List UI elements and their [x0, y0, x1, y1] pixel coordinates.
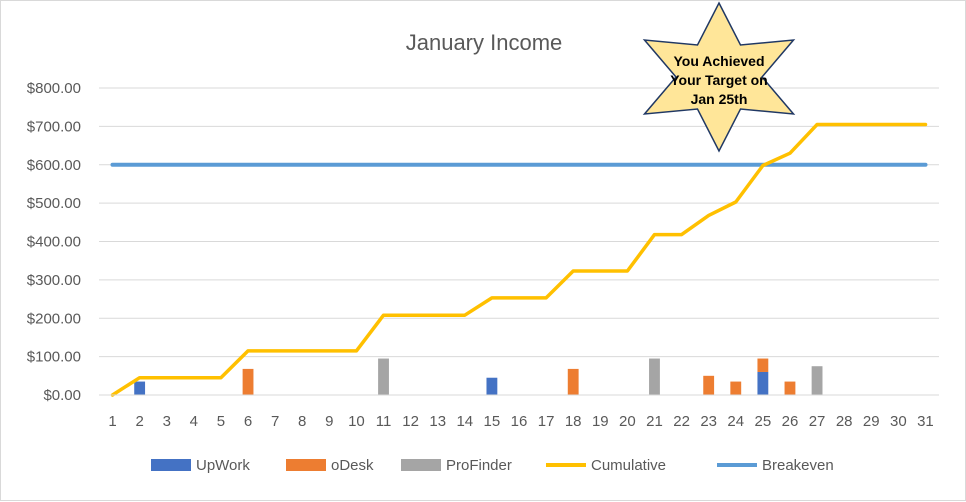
y-tick-label: $400.00: [27, 234, 81, 251]
x-tick-label: 23: [700, 413, 717, 430]
x-tick-label: 7: [271, 413, 279, 430]
y-tick-label: $600.00: [27, 157, 81, 174]
x-tick-label: 4: [190, 413, 198, 430]
legend-item-profinder: ProFinder: [401, 457, 512, 474]
bar-odesk: [567, 368, 579, 395]
legend-swatch: [286, 459, 326, 471]
x-tick-label: 14: [456, 413, 473, 430]
x-tick-label: 9: [325, 413, 333, 430]
x-tick-label: 20: [619, 413, 636, 430]
x-tick-label: 15: [484, 413, 501, 430]
x-tick-label: 5: [217, 413, 225, 430]
series-line-cumulative: [110, 122, 928, 397]
legend-label: UpWork: [196, 457, 250, 474]
legend-label: Cumulative: [591, 457, 666, 474]
x-tick-label: 24: [727, 413, 744, 430]
x-tick-label: 31: [917, 413, 934, 430]
y-axis-ticks: $0.00 $100.00 $200.00 $300.00 $400.00 $500.00…: [27, 80, 81, 404]
x-tick-label: 2: [135, 413, 143, 430]
target-annotation: You Achieved Your Target on Jan 25th: [642, 1, 796, 153]
x-tick-label: 27: [809, 413, 826, 430]
bar-upwork: [486, 377, 498, 395]
x-tick-label: 6: [244, 413, 252, 430]
lines: [110, 122, 928, 397]
y-tick-label: $500.00: [27, 195, 81, 212]
x-tick-label: 21: [646, 413, 663, 430]
x-tick-label: 17: [538, 413, 555, 430]
y-tick-label: $0.00: [43, 387, 81, 404]
star-shape: [642, 1, 796, 153]
x-tick-label: 22: [673, 413, 690, 430]
y-tick-label: $100.00: [27, 349, 81, 366]
bar-profinder: [649, 358, 660, 395]
legend-item-breakeven: Breakeven: [717, 457, 834, 474]
bar-odesk: [703, 375, 715, 395]
annotation-text: You Achieved: [673, 53, 764, 69]
bar-odesk: [730, 381, 742, 395]
annotation-text: Jan 25th: [691, 91, 748, 107]
legend: UpWork oDesk ProFinder Cumulative Breakeven: [151, 457, 834, 474]
legend-label: oDesk: [331, 457, 374, 474]
bar-odesk: [784, 381, 796, 395]
x-tick-label: 12: [402, 413, 419, 430]
x-tick-label: 19: [592, 413, 609, 430]
chart-title: January Income: [406, 30, 563, 55]
y-tick-label: $800.00: [27, 80, 81, 97]
bar-profinder: [378, 358, 389, 395]
legend-item-upwork: UpWork: [151, 457, 250, 474]
bar-upwork: [134, 381, 146, 395]
x-tick-label: 28: [836, 413, 853, 430]
legend-swatch: [401, 459, 441, 471]
x-axis-ticks: 1 2 3 4 5 6 7 8 9 10 11 12 13 14 15 16 17 18 19 20 21 22 23 24 2…: [108, 413, 933, 430]
x-tick-label: 26: [782, 413, 799, 430]
x-tick-label: 30: [890, 413, 907, 430]
x-tick-label: 13: [429, 413, 446, 430]
bar-profinder: [811, 366, 823, 395]
legend-label: ProFinder: [446, 457, 512, 474]
bar-upwork: [757, 371, 769, 395]
x-tick-label: 3: [163, 413, 171, 430]
x-tick-label: 10: [348, 413, 365, 430]
legend-item-cumulative: Cumulative: [546, 457, 666, 474]
annotation-text: Your Target on: [670, 72, 767, 88]
bar-odesk: [757, 358, 769, 372]
x-tick-label: 25: [755, 413, 772, 430]
legend-swatch: [151, 459, 191, 471]
x-tick-label: 16: [511, 413, 528, 430]
bar-odesk: [242, 368, 254, 395]
x-tick-label: 29: [863, 413, 880, 430]
bars: [134, 358, 823, 395]
x-tick-label: 11: [376, 413, 392, 430]
y-tick-label: $700.00: [27, 118, 81, 135]
y-tick-label: $200.00: [27, 310, 81, 327]
x-tick-label: 1: [108, 413, 116, 430]
legend-item-odesk: oDesk: [286, 457, 374, 474]
x-tick-label: 18: [565, 413, 582, 430]
legend-label: Breakeven: [762, 457, 834, 474]
x-tick-label: 8: [298, 413, 306, 430]
y-tick-label: $300.00: [27, 272, 81, 289]
